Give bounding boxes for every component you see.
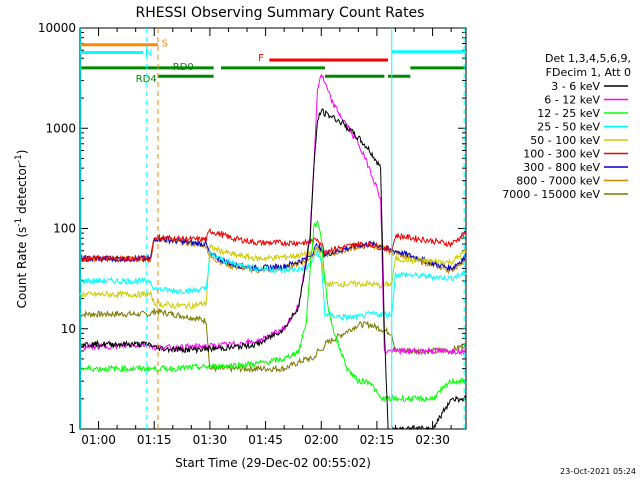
legend-label-3: 25 - 50 keV — [537, 121, 600, 134]
legend-label-8: 7000 - 15000 keV — [502, 188, 600, 201]
series-line-2 — [79, 219, 467, 403]
series-line-1 — [79, 73, 467, 356]
y-axis-label: Count Rate (s-1 detector-1) — [14, 150, 29, 309]
y-axis-label-main: Count Rate (s — [15, 227, 29, 309]
legend-label-7: 800 - 7000 keV — [516, 175, 600, 188]
svg-text:Count Rate (s-1 detector-1): Count Rate (s-1 detector-1) — [14, 150, 29, 309]
chart-title: RHESSI Observing Summary Count Rates — [136, 5, 425, 21]
vlines-layer — [80, 28, 465, 429]
y-axis-label-sup: -1 — [14, 218, 24, 227]
x-tick-label: 02:15 — [360, 433, 395, 447]
y-tick-label: 1 — [68, 422, 76, 436]
axis-ticks — [79, 27, 466, 430]
flag-label-1: N — [145, 48, 152, 59]
series-line-8 — [79, 308, 467, 374]
series-line-5 — [79, 227, 467, 264]
y-axis-label-tail: detector — [15, 163, 29, 218]
x-tick-label: 02:00 — [304, 433, 339, 447]
x-tick-label: 01:15 — [137, 433, 172, 447]
x-tick-label: 02:30 — [415, 433, 450, 447]
x-tick-label: 01:45 — [248, 433, 283, 447]
plot-area: SN RD0 RD4 F — [79, 27, 467, 431]
legend-label-2: 12 - 25 keV — [537, 107, 600, 120]
legend-header-line-2: FDecim 1, Att 0 — [546, 66, 631, 79]
y-axis-label-end: ) — [15, 150, 29, 155]
legend-label-5: 100 - 300 keV — [523, 148, 600, 161]
y-axis-label-sup2: -1 — [14, 154, 24, 163]
series-line-4 — [79, 244, 467, 310]
legend-label-4: 50 - 100 keV — [530, 134, 600, 147]
legend-header-line-1: Det 1,3,4,5,6,9, — [545, 52, 631, 65]
y-tick-labels: 1 10 100 1000 10000 — [38, 21, 76, 436]
y-tick-label: 100 — [53, 222, 76, 236]
x-tick-label: 01:30 — [193, 433, 228, 447]
flag-label-4: RD4 — [136, 74, 157, 85]
legend: Det 1,3,4,5,6,9, FDecim 1, Att 0 3 - 6 k… — [502, 52, 631, 201]
series-layer — [79, 73, 467, 431]
legend-label-1: 6 - 12 keV — [544, 94, 600, 107]
y-tick-label: 10 — [61, 322, 76, 336]
x-tick-label: 01:00 — [81, 433, 116, 447]
series-line-0 — [79, 108, 467, 431]
flag-label-0: S — [162, 39, 168, 50]
legend-label-6: 300 - 800 keV — [523, 161, 600, 174]
x-axis-label: Start Time (29-Dec-02 00:55:02) — [175, 456, 371, 470]
timestamp: 23-Oct-2021 05:24 — [560, 467, 636, 476]
legend-label-0: 3 - 6 keV — [551, 80, 600, 93]
series-line-3 — [79, 249, 467, 322]
flag-label-8: F — [258, 53, 264, 64]
y-tick-label: 1000 — [45, 121, 76, 135]
x-tick-labels: 01:00 01:15 01:30 01:45 02:00 02:15 02:30 — [81, 433, 450, 447]
y-tick-label: 10000 — [38, 21, 76, 35]
flag-label-2: RD0 — [173, 62, 194, 73]
